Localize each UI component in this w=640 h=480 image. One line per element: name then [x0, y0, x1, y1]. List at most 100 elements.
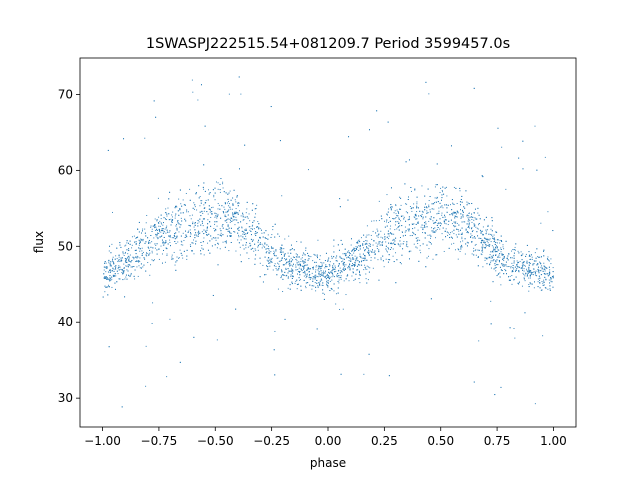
- data-point: [242, 233, 244, 235]
- data-point: [480, 242, 482, 244]
- data-point: [357, 240, 359, 242]
- data-point: [341, 271, 343, 273]
- data-point: [494, 394, 496, 396]
- data-point: [299, 274, 301, 276]
- data-point: [375, 242, 377, 244]
- data-point: [481, 249, 483, 251]
- data-point: [105, 276, 107, 278]
- data-point: [312, 276, 314, 278]
- data-point: [366, 268, 368, 270]
- data-point: [432, 258, 434, 260]
- data-point: [397, 226, 399, 228]
- data-point: [295, 280, 297, 282]
- data-point: [498, 254, 500, 256]
- data-point: [471, 218, 473, 220]
- data-point: [441, 233, 443, 235]
- data-point: [392, 248, 394, 250]
- data-point: [224, 241, 226, 243]
- data-point: [492, 246, 494, 248]
- data-point: [499, 239, 501, 241]
- data-point: [445, 219, 447, 221]
- data-point: [366, 240, 368, 242]
- data-point: [337, 280, 339, 282]
- data-point: [287, 277, 289, 279]
- data-point: [278, 235, 280, 237]
- data-point: [321, 279, 323, 281]
- data-point: [241, 226, 243, 228]
- data-point: [322, 275, 324, 277]
- data-point: [546, 258, 548, 260]
- data-point: [121, 257, 123, 259]
- data-point: [450, 232, 452, 234]
- data-point: [453, 233, 455, 235]
- data-point: [153, 100, 155, 102]
- data-point: [129, 275, 131, 277]
- data-point: [168, 235, 170, 237]
- data-point: [461, 221, 463, 223]
- data-point: [502, 257, 504, 259]
- data-point: [369, 267, 371, 269]
- data-point: [355, 258, 357, 260]
- data-point: [388, 242, 390, 244]
- data-point: [547, 288, 549, 290]
- data-point: [492, 236, 494, 238]
- data-point: [466, 231, 468, 233]
- data-point: [105, 278, 107, 280]
- data-point: [449, 233, 451, 235]
- data-point: [310, 277, 312, 279]
- data-point: [135, 256, 137, 258]
- data-point: [261, 243, 263, 245]
- data-point: [279, 248, 281, 250]
- data-point: [368, 271, 370, 273]
- data-point: [180, 235, 182, 237]
- data-point: [328, 272, 330, 274]
- data-point: [314, 254, 316, 256]
- data-point: [452, 203, 454, 205]
- data-point: [511, 257, 513, 259]
- data-point: [441, 194, 443, 196]
- data-point: [124, 257, 126, 259]
- data-point: [202, 212, 204, 214]
- data-point: [156, 253, 158, 255]
- data-point: [235, 216, 237, 218]
- data-point: [288, 261, 290, 263]
- data-point: [428, 220, 430, 222]
- data-point: [382, 260, 384, 262]
- data-point: [522, 263, 524, 265]
- data-point: [492, 248, 494, 250]
- data-point: [425, 203, 427, 205]
- data-point: [204, 190, 206, 192]
- data-point: [155, 233, 157, 235]
- data-point: [517, 266, 519, 268]
- data-point: [229, 208, 231, 210]
- data-point: [490, 233, 492, 235]
- data-point: [247, 232, 249, 234]
- data-point: [302, 254, 304, 256]
- data-point: [323, 262, 325, 264]
- data-point: [134, 249, 136, 251]
- data-point: [225, 228, 227, 230]
- data-point: [511, 270, 513, 272]
- data-point: [166, 231, 168, 233]
- data-point: [133, 257, 135, 259]
- data-point: [123, 269, 125, 271]
- data-point: [339, 256, 341, 258]
- data-point: [468, 203, 470, 205]
- data-point: [146, 252, 148, 254]
- data-point: [199, 232, 200, 234]
- data-point: [217, 237, 219, 239]
- data-point: [382, 237, 384, 239]
- data-point: [245, 247, 247, 249]
- data-point: [482, 251, 484, 253]
- data-point: [215, 237, 217, 239]
- data-point: [103, 266, 105, 268]
- data-point: [414, 217, 416, 219]
- data-point: [408, 224, 410, 226]
- data-point: [534, 260, 536, 262]
- data-point: [466, 241, 468, 243]
- data-point: [281, 248, 283, 250]
- data-point: [141, 253, 143, 255]
- data-point: [144, 137, 146, 139]
- data-point: [131, 244, 133, 246]
